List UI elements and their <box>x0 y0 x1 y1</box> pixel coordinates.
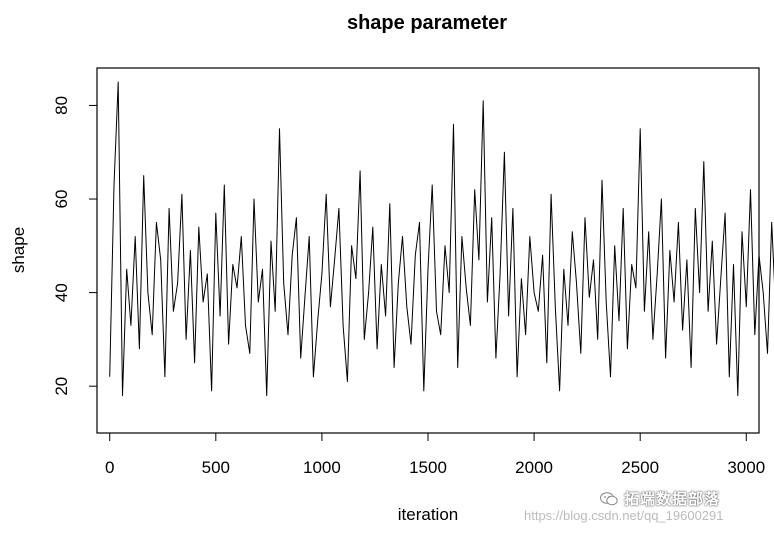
x-tick-label: 1000 <box>303 458 341 477</box>
x-tick-label: 3000 <box>727 458 765 477</box>
plot-frame <box>96 67 760 434</box>
x-axis-label: iteration <box>398 505 458 524</box>
x-tick-label: 2500 <box>621 458 659 477</box>
x-tick-label: 0 <box>105 458 114 477</box>
x-tick-label: 2000 <box>515 458 553 477</box>
x-tick-label: 500 <box>202 458 230 477</box>
x-tick-label: 1500 <box>409 458 447 477</box>
watermark: 拓端数据部落 https://blog.csdn.net/qq_19600291 <box>524 488 770 528</box>
trace-line <box>109 81 774 397</box>
y-tick-label: 60 <box>52 190 71 209</box>
watermark-url: https://blog.csdn.net/qq_19600291 <box>524 508 724 523</box>
y-axis-label: shape <box>9 227 28 273</box>
y-axis: 20 40 60 80 <box>52 96 97 396</box>
y-tick-label: 40 <box>52 283 71 302</box>
x-axis: 0 500 1000 1500 2000 2500 3000 <box>105 433 765 477</box>
watermark-brand: 拓端数据部落 <box>624 490 721 508</box>
wechat-icon <box>600 491 618 505</box>
y-tick-label: 80 <box>52 96 71 115</box>
chart-title: shape parameter <box>347 12 507 34</box>
y-tick-label: 20 <box>52 377 71 396</box>
